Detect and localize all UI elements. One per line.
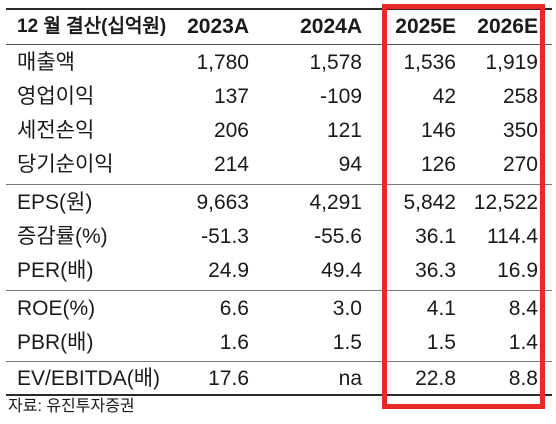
row-label: EV/EBITDA(배) [17,367,161,390]
row-value: 121 [326,119,362,142]
header-year-2023a: 2023A [187,15,249,38]
row-value: 17.6 [208,367,249,390]
row-value: 5,842 [403,191,456,214]
row-value: 258 [502,85,538,108]
row-label: 증감률(%) [17,225,108,248]
row-value: 126 [420,153,456,176]
row-value: -51.3 [201,225,249,248]
row-value: 16.9 [497,259,538,282]
row-value: 1.5 [426,331,456,354]
table-row: EV/EBITDA(배) 17.6 na 22.8 8.8 [0,362,556,396]
row-value: 36.3 [415,259,456,282]
row-value: 114.4 [487,225,538,248]
table-bottom-border [6,394,552,396]
row-value: 12,522 [473,191,538,214]
row-value: 1,919 [485,51,538,74]
row-value: 42 [432,85,456,108]
row-value: 1,536 [403,51,456,74]
row-value: 4,291 [309,191,362,214]
row-value: 214 [213,153,249,176]
row-label: EPS(원) [17,191,93,214]
row-label: PER(배) [17,259,94,282]
row-value: na [338,367,362,390]
header-year-2024a: 2024A [300,15,362,38]
row-value: 1,780 [196,51,249,74]
table-row: 매출액 1,780 1,578 1,536 1,919 [0,46,556,80]
header-year-2025e: 2025E [395,15,456,38]
row-label: 당기순이익 [17,153,114,176]
header-year-2026e: 2026E [477,15,538,38]
row-value: 206 [213,119,249,142]
row-value: 49.4 [321,259,362,282]
row-value: 4.1 [426,297,456,320]
row-value: 8.8 [508,367,538,390]
row-value: 1.5 [332,331,362,354]
table-row: 당기순이익 214 94 126 270 [0,148,556,182]
table-row: 영업이익 137 -109 42 258 [0,80,556,114]
row-value: 137 [213,85,249,108]
table-row: 증감률(%) -51.3 -55.6 36.1 114.4 [0,220,556,254]
row-label: 영업이익 [17,85,95,108]
row-value: 270 [502,153,538,176]
row-value: 6.6 [219,297,249,320]
section-divider [6,290,552,291]
row-value: 24.9 [208,259,249,282]
row-value: 94 [338,153,362,176]
row-value: 22.8 [415,367,456,390]
header-divider [6,44,552,45]
row-value: 350 [502,119,538,142]
table-header-row: 12 월 결산(십억원) 2023A 2024A 2025E 2026E [0,10,556,44]
row-label: PBR(배) [17,331,94,354]
row-value: 3.0 [332,297,362,320]
source-note: 자료: 유진투자증권 [8,398,135,415]
row-value: 1,578 [309,51,362,74]
row-label: 매출액 [17,51,75,74]
section-divider [6,184,552,185]
table-row: PBR(배) 1.6 1.5 1.5 1.4 [0,326,556,360]
section-divider [6,361,552,362]
row-value: 1.6 [219,331,249,354]
row-label: ROE(%) [17,297,96,320]
table-top-border [6,8,552,10]
table-row: EPS(원) 9,663 4,291 5,842 12,522 [0,186,556,220]
row-value: -55.6 [314,225,362,248]
table-row: 세전손익 206 121 146 350 [0,114,556,148]
table-row: PER(배) 24.9 49.4 36.3 16.9 [0,254,556,288]
row-value: 9,663 [196,191,249,214]
row-label: 세전손익 [17,119,95,142]
row-value: 1.4 [508,331,538,354]
row-value: 146 [420,119,456,142]
row-value: 36.1 [415,225,456,248]
row-value: -109 [319,85,362,108]
row-value: 8.4 [508,297,538,320]
header-label: 12 월 결산(십억원) [17,16,167,37]
table-row: ROE(%) 6.6 3.0 4.1 8.4 [0,292,556,326]
